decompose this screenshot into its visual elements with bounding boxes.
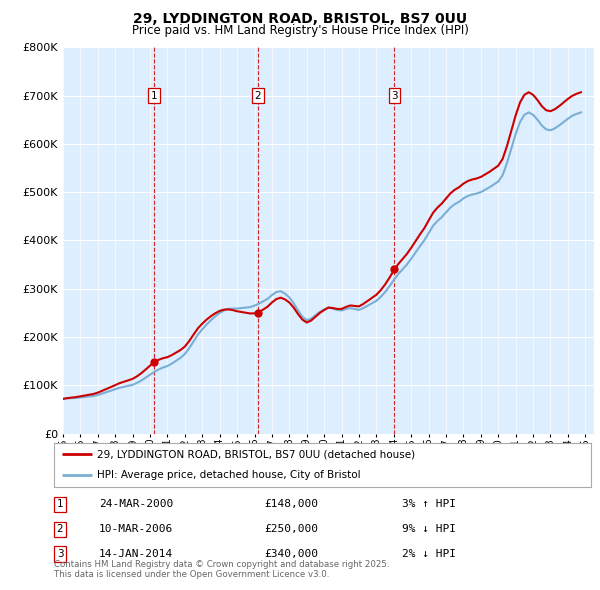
Text: HPI: Average price, detached house, City of Bristol: HPI: Average price, detached house, City… bbox=[97, 470, 361, 480]
Text: 2: 2 bbox=[56, 525, 64, 534]
Text: 9% ↓ HPI: 9% ↓ HPI bbox=[402, 525, 456, 534]
Text: 1: 1 bbox=[56, 500, 64, 509]
Text: 3% ↑ HPI: 3% ↑ HPI bbox=[402, 500, 456, 509]
Text: 1: 1 bbox=[151, 90, 157, 100]
Text: 29, LYDDINGTON ROAD, BRISTOL, BS7 0UU (detached house): 29, LYDDINGTON ROAD, BRISTOL, BS7 0UU (d… bbox=[97, 450, 415, 460]
Text: £340,000: £340,000 bbox=[264, 549, 318, 559]
Text: 29, LYDDINGTON ROAD, BRISTOL, BS7 0UU: 29, LYDDINGTON ROAD, BRISTOL, BS7 0UU bbox=[133, 12, 467, 26]
Text: 3: 3 bbox=[56, 549, 64, 559]
Text: £148,000: £148,000 bbox=[264, 500, 318, 509]
Text: 14-JAN-2014: 14-JAN-2014 bbox=[99, 549, 173, 559]
Text: 10-MAR-2006: 10-MAR-2006 bbox=[99, 525, 173, 534]
Text: 2: 2 bbox=[254, 90, 261, 100]
Text: Price paid vs. HM Land Registry's House Price Index (HPI): Price paid vs. HM Land Registry's House … bbox=[131, 24, 469, 37]
Text: 3: 3 bbox=[391, 90, 398, 100]
Text: 2% ↓ HPI: 2% ↓ HPI bbox=[402, 549, 456, 559]
Text: Contains HM Land Registry data © Crown copyright and database right 2025.
This d: Contains HM Land Registry data © Crown c… bbox=[54, 560, 389, 579]
Text: £250,000: £250,000 bbox=[264, 525, 318, 534]
Text: 24-MAR-2000: 24-MAR-2000 bbox=[99, 500, 173, 509]
